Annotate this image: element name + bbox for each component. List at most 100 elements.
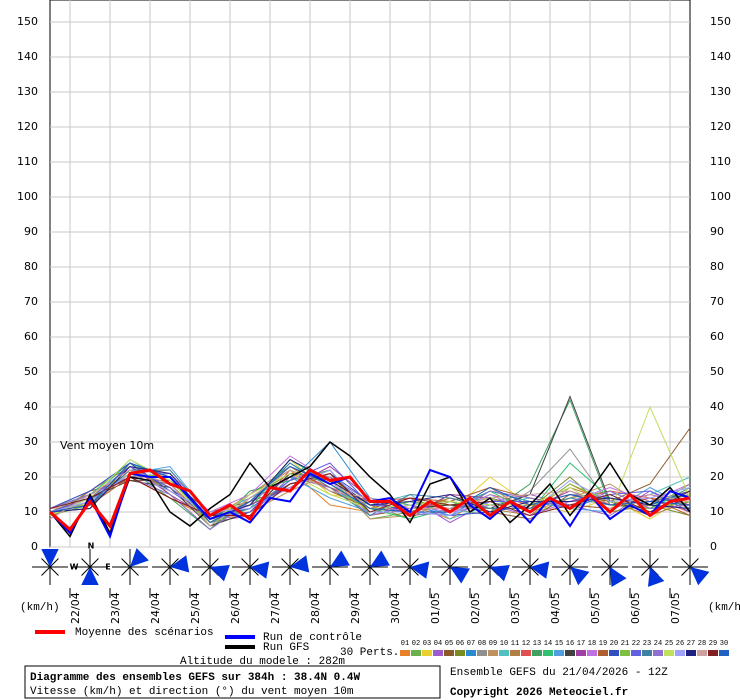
rose-spoke — [249, 558, 259, 568]
x-tick-label: 06/05 — [629, 592, 642, 624]
rose-spoke — [289, 566, 299, 576]
x-tick-label: 30/04 — [389, 592, 402, 624]
y-tick-label: 120 — [17, 120, 38, 133]
y-tick-label-right: 10 — [710, 505, 724, 518]
rose-spoke — [161, 566, 171, 576]
rose-spoke — [49, 566, 59, 576]
y-tick-label: 30 — [24, 435, 38, 448]
rose-wedge — [647, 567, 665, 587]
rose-spoke — [601, 566, 611, 576]
rose-spoke — [321, 566, 331, 576]
y-tick-label-right: 90 — [710, 225, 724, 238]
rose-spoke — [49, 558, 59, 568]
x-tick-label: 24/04 — [149, 592, 162, 624]
y-unit-right: (km/h) — [708, 602, 740, 614]
y-tick-label: 80 — [24, 260, 38, 273]
rose-spoke — [41, 566, 51, 576]
member-label: 11 — [511, 640, 519, 648]
member-swatch — [543, 650, 553, 656]
rose-wedge — [570, 567, 590, 586]
rose-spoke — [561, 566, 571, 576]
rose-spoke — [321, 558, 331, 568]
member-label: 02 — [412, 640, 420, 648]
rose-spoke — [169, 558, 179, 568]
y-tick-label-right: 120 — [710, 120, 731, 133]
x-tick-label: 29/04 — [349, 592, 362, 624]
rose-spoke — [689, 558, 699, 568]
rose-wedge — [330, 550, 350, 567]
rose-spoke — [489, 558, 499, 568]
rose-spoke — [641, 558, 651, 568]
member-swatch — [675, 650, 685, 656]
member-swatch — [620, 650, 630, 656]
rose-spoke — [649, 558, 659, 568]
member-label: 23 — [643, 640, 651, 648]
run-info: Ensemble GEFS du 21/04/2026 - 12Z — [450, 667, 668, 679]
x-tick-label: 05/05 — [589, 592, 602, 624]
member-swatch — [686, 650, 696, 656]
member-label: 22 — [632, 640, 640, 648]
rose-spoke — [81, 558, 91, 568]
y-tick-label-right: 140 — [710, 50, 731, 63]
y-tick-label-right: 80 — [710, 260, 724, 273]
member-swatch — [444, 650, 454, 656]
plot-frame — [49, 0, 691, 548]
rose-spoke — [601, 558, 611, 568]
y-tick-label-right: 130 — [710, 85, 731, 98]
y-tick-label-right: 110 — [710, 155, 731, 168]
rose-spoke — [401, 566, 411, 576]
rose-wedge — [530, 561, 550, 579]
y-tick-label: 60 — [24, 330, 38, 343]
member-swatch — [664, 650, 674, 656]
member-swatch — [653, 650, 663, 656]
rose-wedge — [170, 555, 190, 573]
rose-spoke — [401, 558, 411, 568]
y-tick-label: 150 — [17, 15, 38, 28]
y-tick-label-right: 20 — [710, 470, 724, 483]
member-swatch — [609, 650, 619, 656]
rose-spoke — [289, 558, 299, 568]
altitude: Altitude du modele : 282m — [180, 656, 345, 668]
rose-wedge — [490, 564, 510, 582]
member-swatch — [587, 650, 597, 656]
member-label: 13 — [533, 640, 541, 648]
y-tick-label: 0 — [31, 540, 38, 553]
rose-wedge — [130, 548, 149, 567]
rose-spoke — [449, 558, 459, 568]
x-tick-label: 03/05 — [509, 592, 522, 624]
rose-spoke — [129, 566, 139, 576]
member-label: 04 — [434, 640, 442, 648]
x-tick-label: 01/05 — [429, 592, 442, 624]
rose-spoke — [201, 566, 211, 576]
member-swatch — [532, 650, 542, 656]
rose-wedge — [41, 548, 59, 567]
member-swatch — [499, 650, 509, 656]
y-tick-label: 40 — [24, 400, 38, 413]
rose-spoke — [361, 566, 371, 576]
rose-spoke — [121, 558, 131, 568]
rose-spoke — [281, 558, 291, 568]
y-tick-label-right: 100 — [710, 190, 731, 203]
member-swatch — [554, 650, 564, 656]
member-label: 14 — [544, 640, 552, 648]
rose-spoke — [241, 558, 251, 568]
legend-label: Run GFS — [263, 642, 310, 654]
x-tick-label: 04/05 — [549, 592, 562, 624]
series-line — [49, 468, 691, 532]
member-label: 01 — [401, 640, 409, 648]
rose-spoke — [521, 566, 531, 576]
rose-spoke — [169, 566, 179, 576]
rose-spoke — [89, 566, 99, 576]
member-swatch — [576, 650, 586, 656]
rose-spoke — [569, 558, 579, 568]
y-tick-label-right: 60 — [710, 330, 724, 343]
compass-letter: E — [105, 563, 110, 572]
member-label: 08 — [478, 640, 486, 648]
rose-spoke — [209, 558, 219, 568]
member-swatch — [598, 650, 608, 656]
grid — [50, 0, 690, 548]
compass-letter: W — [70, 563, 79, 572]
member-swatch — [411, 650, 421, 656]
rose-spoke — [481, 566, 491, 576]
member-label: 21 — [621, 640, 629, 648]
